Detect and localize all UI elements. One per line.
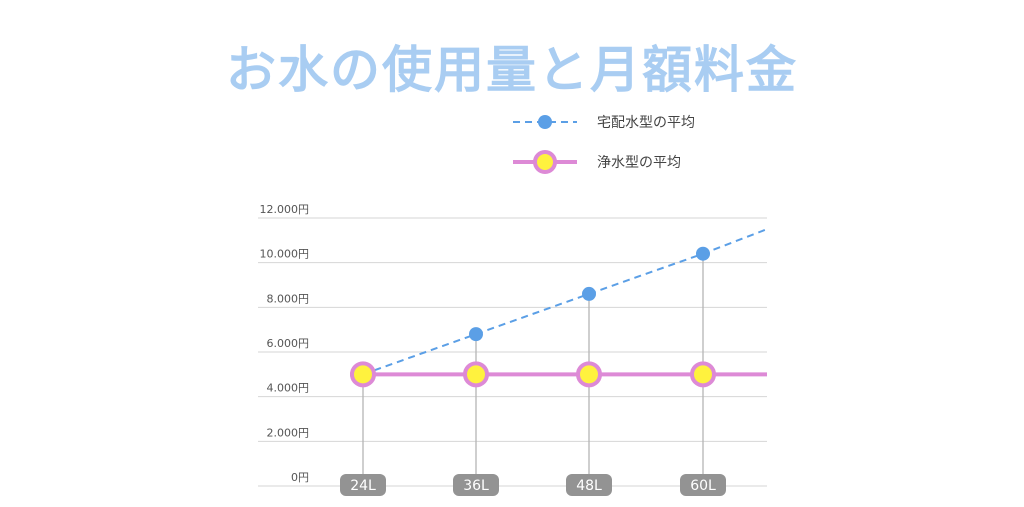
y-tick-label: 6.000円 xyxy=(267,337,310,350)
x-tick-label: 36L xyxy=(463,478,489,494)
y-tick-label: 10.000円 xyxy=(260,248,310,261)
drop-lines xyxy=(362,253,704,482)
legend-swatch-marker xyxy=(538,115,552,129)
x-axis: 24L 36L 48L 60L xyxy=(340,474,726,496)
x-category-pill xyxy=(566,474,612,496)
x-category-pill xyxy=(340,474,386,496)
x-tick-label: 60L xyxy=(690,478,716,494)
y-tick-label: 12.000円 xyxy=(260,203,310,216)
data-point xyxy=(469,327,483,342)
chart-title: お水の使用量と月額料金 xyxy=(226,41,798,99)
y-tick-label: 0円 xyxy=(291,471,309,484)
y-tick-label: 4.000円 xyxy=(267,382,310,395)
x-category-pill xyxy=(680,474,726,496)
x-tick-label: 24L xyxy=(350,478,376,494)
y-axis: 0円 2.000円 4.000円 6.000円 8.000円 10.000円 12.000円 xyxy=(260,203,310,484)
x-tick-label: 48L xyxy=(576,478,602,494)
grid xyxy=(258,217,767,487)
y-tick-label: 2.000円 xyxy=(267,426,310,439)
data-point xyxy=(463,361,489,388)
data-point xyxy=(576,361,602,388)
legend-label: 浄水型の平均 xyxy=(597,155,681,171)
data-point xyxy=(696,246,710,261)
x-category-pill xyxy=(453,474,499,496)
data-points xyxy=(350,246,716,388)
legend-swatch-marker xyxy=(533,150,557,174)
y-tick-label: 8.000円 xyxy=(267,292,310,305)
legend-label: 宅配水型の平均 xyxy=(597,115,695,131)
data-point xyxy=(582,286,596,301)
data-point xyxy=(690,361,716,388)
data-point xyxy=(350,361,376,388)
